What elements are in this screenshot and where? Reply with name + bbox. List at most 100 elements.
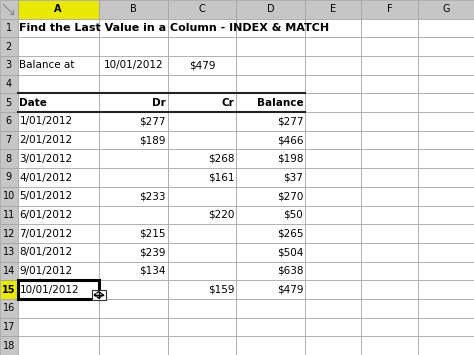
Bar <box>99 336 168 355</box>
Bar <box>362 299 418 318</box>
Bar <box>305 224 362 243</box>
Bar <box>18 93 99 112</box>
Bar <box>418 262 474 280</box>
Bar <box>418 0 474 19</box>
Text: $638: $638 <box>277 266 303 276</box>
Bar <box>0 112 18 131</box>
Bar <box>99 224 168 243</box>
Bar <box>18 149 99 168</box>
Bar <box>305 318 362 336</box>
Bar <box>305 187 362 206</box>
Text: 17: 17 <box>2 322 15 332</box>
Text: $268: $268 <box>208 154 235 164</box>
Text: 11: 11 <box>3 210 15 220</box>
Bar <box>168 336 237 355</box>
Bar <box>0 187 18 206</box>
Bar <box>99 187 168 206</box>
Bar <box>362 19 418 37</box>
Text: 1/01/2012: 1/01/2012 <box>19 116 73 126</box>
Bar <box>168 262 237 280</box>
Bar <box>237 318 305 336</box>
Bar <box>418 168 474 187</box>
Bar <box>305 112 362 131</box>
Text: $134: $134 <box>139 266 166 276</box>
Text: $198: $198 <box>277 154 303 164</box>
Bar <box>305 149 362 168</box>
Text: $277: $277 <box>139 116 166 126</box>
Text: $479: $479 <box>189 60 215 70</box>
Bar <box>99 112 168 131</box>
Text: 5/01/2012: 5/01/2012 <box>19 191 73 201</box>
Bar <box>237 75 305 93</box>
Bar <box>418 56 474 75</box>
Bar <box>99 149 168 168</box>
Bar <box>18 75 99 93</box>
Bar <box>237 0 305 19</box>
Bar <box>18 37 99 56</box>
Bar <box>305 93 362 112</box>
Text: 1: 1 <box>6 23 12 33</box>
Bar <box>168 0 237 19</box>
Bar <box>0 56 18 75</box>
Text: 10/01/2012: 10/01/2012 <box>103 60 163 70</box>
Bar <box>0 299 18 318</box>
Text: $50: $50 <box>283 210 303 220</box>
Bar <box>237 112 305 131</box>
Text: F: F <box>387 4 392 14</box>
Bar <box>305 56 362 75</box>
Bar <box>418 75 474 93</box>
Bar <box>237 262 305 280</box>
Bar <box>418 112 474 131</box>
Bar <box>237 93 305 112</box>
Bar <box>237 243 305 262</box>
Bar <box>362 149 418 168</box>
Text: Balance: Balance <box>256 98 303 108</box>
Text: $189: $189 <box>139 135 166 145</box>
Text: G: G <box>442 4 450 14</box>
Text: $265: $265 <box>277 229 303 239</box>
Bar <box>0 243 18 262</box>
Text: 2: 2 <box>6 42 12 52</box>
Bar <box>305 19 362 37</box>
Bar <box>168 280 237 299</box>
Text: 3/01/2012: 3/01/2012 <box>19 154 73 164</box>
Bar <box>305 131 362 149</box>
Text: $159: $159 <box>208 285 235 295</box>
Bar <box>362 318 418 336</box>
Text: 4/01/2012: 4/01/2012 <box>19 173 73 182</box>
Bar <box>0 224 18 243</box>
Text: Date: Date <box>19 98 47 108</box>
Text: 8/01/2012: 8/01/2012 <box>19 247 73 257</box>
Bar <box>168 187 237 206</box>
Bar <box>99 262 168 280</box>
Bar <box>237 149 305 168</box>
Bar <box>418 149 474 168</box>
Bar <box>305 168 362 187</box>
Bar <box>18 336 99 355</box>
Text: 7/01/2012: 7/01/2012 <box>19 229 73 239</box>
Bar <box>18 0 99 19</box>
Text: 14: 14 <box>3 266 15 276</box>
Bar <box>18 19 99 37</box>
Text: $277: $277 <box>277 116 303 126</box>
Bar <box>305 336 362 355</box>
Bar <box>0 37 18 56</box>
Text: $504: $504 <box>277 247 303 257</box>
Bar <box>418 93 474 112</box>
Bar <box>99 37 168 56</box>
Text: Find the Last Value in a Column - INDEX & MATCH: Find the Last Value in a Column - INDEX … <box>19 23 329 33</box>
Text: 9: 9 <box>6 173 12 182</box>
Text: 9/01/2012: 9/01/2012 <box>19 266 73 276</box>
Bar <box>362 336 418 355</box>
Bar <box>237 19 305 37</box>
Bar <box>237 37 305 56</box>
Bar <box>0 262 18 280</box>
Text: Dr: Dr <box>152 98 166 108</box>
Bar <box>18 299 99 318</box>
Bar <box>362 224 418 243</box>
Bar <box>418 280 474 299</box>
Bar <box>418 336 474 355</box>
Bar <box>18 168 99 187</box>
Bar <box>18 131 99 149</box>
Bar <box>18 224 99 243</box>
